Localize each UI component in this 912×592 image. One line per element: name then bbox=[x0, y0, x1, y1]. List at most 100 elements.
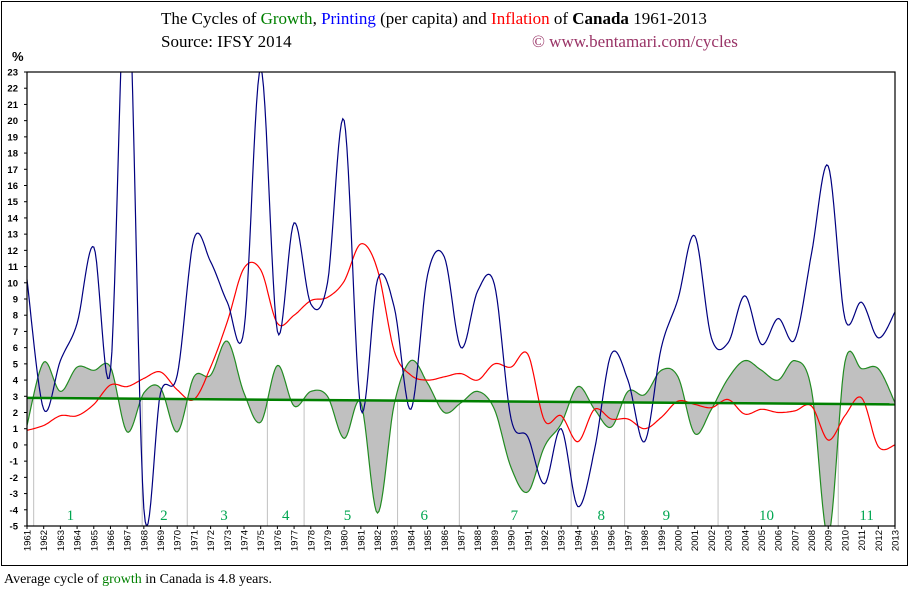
x-tick-label: 1969 bbox=[156, 530, 167, 551]
x-tick-label: 1992 bbox=[540, 530, 551, 551]
x-tick-label: 1994 bbox=[573, 530, 584, 551]
x-tick-label: 2010 bbox=[840, 530, 851, 551]
x-tick-label: 1971 bbox=[189, 530, 200, 551]
x-tick-label: 1988 bbox=[473, 530, 484, 551]
x-tick-label: 1973 bbox=[223, 530, 234, 551]
x-tick-label: 1981 bbox=[356, 530, 367, 551]
growth-line bbox=[27, 340, 895, 526]
x-tick-label: 2007 bbox=[790, 530, 801, 551]
y-tick-label: 12 bbox=[7, 246, 18, 257]
copyright-link[interactable]: © www.bentamari.com/cycles bbox=[532, 32, 738, 51]
chart-title: The Cycles of Growth, Printing (per capi… bbox=[161, 9, 707, 28]
inflation-line bbox=[27, 242, 895, 451]
y-unit-label: % bbox=[12, 49, 24, 64]
y-tick-label: 22 bbox=[7, 84, 18, 95]
y-tick-label: 14 bbox=[7, 213, 18, 224]
x-tick-label: 2008 bbox=[807, 530, 818, 551]
x-tick-label: 1980 bbox=[340, 530, 351, 551]
y-tick-label: 4 bbox=[13, 376, 19, 387]
x-tick-label: 1984 bbox=[406, 530, 417, 551]
y-tick-label: 16 bbox=[7, 181, 18, 192]
x-tick-label: 1966 bbox=[106, 530, 117, 551]
cycle-label: 9 bbox=[663, 508, 671, 524]
y-tick-label: 7 bbox=[13, 327, 18, 338]
x-tick-label: 2011 bbox=[857, 530, 868, 550]
x-tick-label: 1961 bbox=[23, 530, 34, 551]
x-tick-label: 1985 bbox=[423, 530, 434, 551]
plot-area bbox=[27, 72, 895, 526]
y-tick-label: 9 bbox=[13, 295, 18, 306]
x-tick-label: 1989 bbox=[490, 530, 501, 551]
y-tick-label: 18 bbox=[7, 149, 18, 160]
x-tick-label: 1982 bbox=[373, 530, 384, 551]
x-tick-label: 1962 bbox=[39, 530, 50, 551]
y-tick-label: 13 bbox=[7, 230, 18, 241]
x-tick-label: 2013 bbox=[891, 530, 902, 551]
cycle-label: 7 bbox=[511, 508, 519, 524]
y-tick-label: 17 bbox=[7, 165, 18, 176]
y-tick-label: 3 bbox=[13, 392, 18, 403]
y-tick-label: -2 bbox=[10, 473, 18, 484]
x-tick-label: 2000 bbox=[674, 530, 685, 551]
x-tick-label: 1986 bbox=[440, 530, 451, 551]
x-tick-label: 1977 bbox=[290, 530, 301, 551]
x-tick-label: 1991 bbox=[523, 530, 534, 551]
x-tick-label: 1999 bbox=[657, 530, 668, 551]
x-tick-label: 1983 bbox=[390, 530, 401, 551]
cycle-label: 3 bbox=[220, 508, 228, 524]
cycle-label: 2 bbox=[160, 508, 168, 524]
x-tick-label: 1963 bbox=[56, 530, 67, 551]
growth-fill-area bbox=[27, 341, 895, 526]
y-tick-label: 11 bbox=[8, 262, 19, 273]
y-tick-label: 8 bbox=[13, 311, 18, 322]
source-label: Source: IFSY 2014 bbox=[161, 32, 292, 51]
cycle-label: 4 bbox=[282, 508, 290, 524]
x-tick-label: 1979 bbox=[323, 530, 334, 551]
y-tick-label: 21 bbox=[7, 100, 18, 111]
x-tick-label: 1970 bbox=[173, 530, 184, 551]
cycle-label: 8 bbox=[597, 508, 605, 524]
plot-border bbox=[26, 71, 896, 527]
x-tick-label: 1975 bbox=[256, 530, 267, 551]
chart-frame bbox=[1, 1, 908, 566]
y-tick-label: -4 bbox=[10, 505, 19, 516]
y-tick-label: 2 bbox=[13, 408, 18, 419]
x-tick-label: 1967 bbox=[123, 530, 134, 551]
y-tick-label: -1 bbox=[10, 457, 19, 468]
x-tick-label: 1965 bbox=[89, 530, 100, 551]
cycle-label: 5 bbox=[344, 508, 352, 524]
x-tick-label: 1974 bbox=[240, 530, 251, 551]
cycle-label: 1 bbox=[67, 508, 75, 524]
footer-note: Average cycle of growth in Canada is 4.8… bbox=[4, 572, 272, 587]
y-tick-label: 1 bbox=[13, 424, 19, 435]
x-tick-label: 2001 bbox=[690, 530, 701, 551]
y-tick-label: 20 bbox=[7, 116, 18, 127]
x-tick-label: 1998 bbox=[640, 530, 651, 551]
x-tick-label: 1997 bbox=[623, 530, 634, 551]
cycle-label: 11 bbox=[859, 508, 873, 524]
x-tick-label: 1978 bbox=[306, 530, 317, 551]
x-tick-label: 2005 bbox=[757, 530, 768, 551]
growth-trend-line bbox=[27, 396, 895, 406]
cycle-label: 6 bbox=[421, 508, 429, 524]
x-tick-label: 2002 bbox=[707, 530, 718, 551]
printing-line bbox=[27, 72, 895, 526]
x-tick-label: 2004 bbox=[740, 530, 751, 551]
y-tick-label: 23 bbox=[7, 68, 18, 79]
y-tick-label: 10 bbox=[7, 278, 18, 289]
y-tick-label: -3 bbox=[10, 489, 18, 500]
x-tick-label: 1993 bbox=[557, 530, 568, 551]
y-tick-label: 0 bbox=[13, 440, 18, 451]
x-tick-label: 1972 bbox=[206, 530, 217, 551]
x-tick-label: 2006 bbox=[774, 530, 785, 551]
x-tick-label: 1987 bbox=[457, 530, 468, 551]
y-tick-label: 19 bbox=[7, 132, 18, 143]
x-tick-label: 2003 bbox=[724, 530, 735, 551]
y-tick-label: 6 bbox=[13, 343, 18, 354]
x-tick-label: 1990 bbox=[507, 530, 518, 551]
x-tick-label: 2009 bbox=[824, 530, 835, 551]
x-tick-label: 1964 bbox=[73, 530, 84, 551]
x-tick-label: 1976 bbox=[273, 530, 284, 551]
cycle-label: 10 bbox=[759, 508, 774, 524]
